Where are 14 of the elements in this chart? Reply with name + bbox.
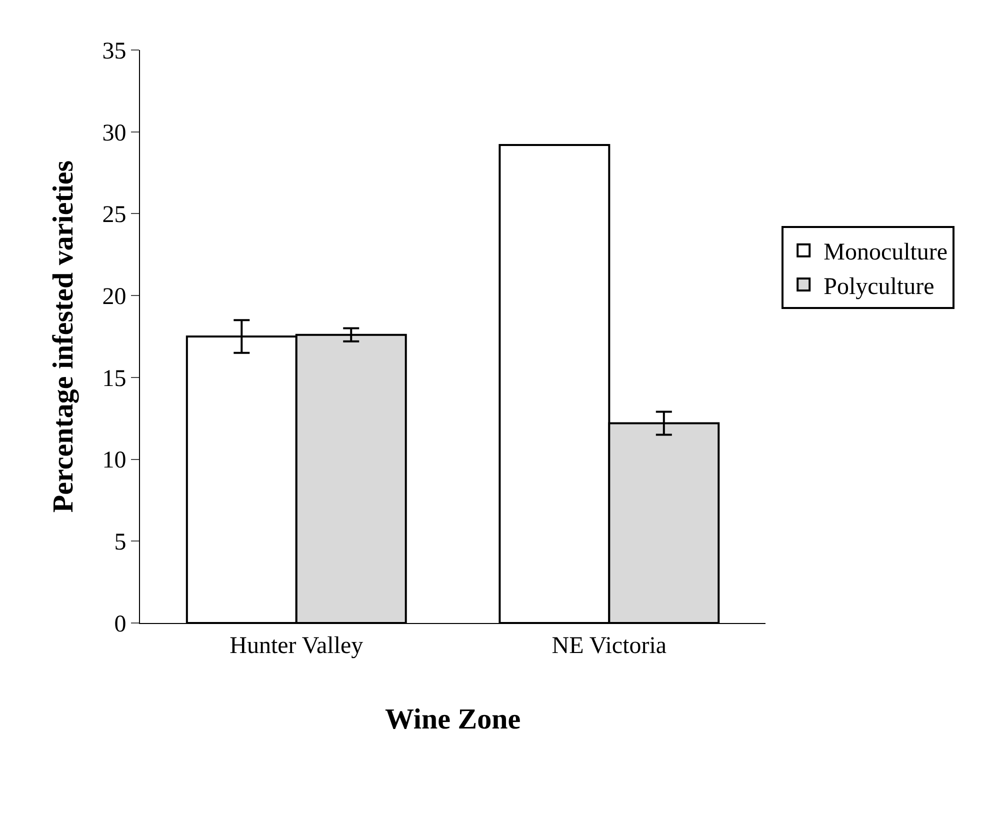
y-tick-label: 25 xyxy=(102,202,126,228)
y-tick-label: 15 xyxy=(102,366,126,392)
y-tick-label: 5 xyxy=(114,530,126,556)
y-tick-label: 30 xyxy=(102,120,126,146)
x-axis-title: Wine Zone xyxy=(384,704,521,736)
x-tick-label: Hunter Valley xyxy=(230,632,364,659)
y-tick-label: 0 xyxy=(114,611,126,638)
legend-label: Monoculture xyxy=(824,240,948,266)
x-tick-label: NE Victoria xyxy=(552,632,667,659)
y-tick-label: 35 xyxy=(102,38,126,64)
y-tick-label: 20 xyxy=(102,284,126,310)
legend-label: Polyculture xyxy=(824,274,934,300)
y-tick-label: 10 xyxy=(102,448,126,474)
y-axis-title: Percentage infested varieties xyxy=(48,160,80,513)
